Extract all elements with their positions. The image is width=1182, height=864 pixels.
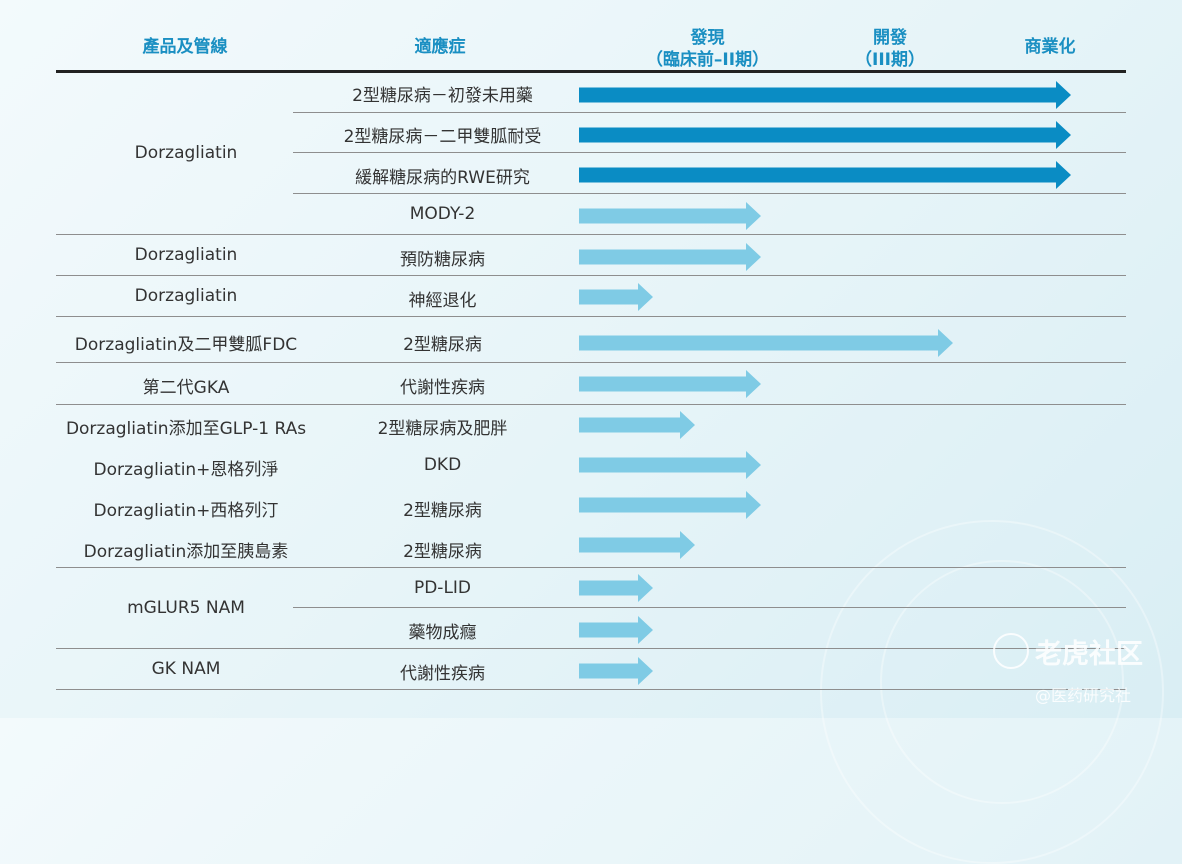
row-divider [56,234,1126,235]
progress-arrow [579,451,761,479]
progress-arrow [579,657,653,685]
indication-label: MODY-2 [409,204,476,224]
progress-arrow [579,370,761,398]
header-indication: 適應症 [414,37,466,57]
indication-label: 預防糖尿病 [400,250,485,270]
progress-arrow [579,411,695,439]
watermark-logo-icon [993,633,1029,669]
progress-arrow [579,329,953,357]
indication-label: 2型糖尿病 [403,501,482,521]
product-label: Dorzagliatin及二甲雙胍FDC [74,335,298,355]
watermark-brand: 老虎社区 [1035,639,1143,670]
product-label: mGLUR5 NAM [127,598,245,618]
progress-arrow [579,81,1071,109]
progress-arrow [579,202,761,230]
row-divider [293,152,1126,153]
indication-label: 代謝性疾病 [400,664,485,684]
indication-label: 2型糖尿病－二甲雙胍耐受 [343,127,542,147]
progress-arrow [579,121,1071,149]
product-label: Dorzagliatin [134,245,238,265]
row-divider [293,607,1126,608]
product-label: GK NAM [151,659,221,679]
indication-label: 緩解糖尿病的RWE研究 [355,168,530,188]
row-divider [293,193,1126,194]
row-divider [56,648,1126,649]
header-discovery: 發現 （臨床前–II期） [645,28,770,70]
progress-arrow [579,574,653,602]
product-label: Dorzagliatin+西格列汀 [93,501,279,521]
product-label: Dorzagliatin+恩格列淨 [93,460,279,480]
indication-label: DKD [423,455,462,475]
progress-arrow [579,283,653,311]
indication-label: 2型糖尿病及肥胖 [377,419,508,439]
progress-arrow [579,491,761,519]
row-divider [56,404,1126,405]
indication-label: 代謝性疾病 [400,378,485,398]
row-divider [56,567,1126,568]
product-label: Dorzagliatin [134,143,238,163]
row-divider [56,362,1126,363]
progress-arrow [579,161,1071,189]
header-product: 產品及管線 [142,37,228,57]
indication-label: 2型糖尿病 [403,542,482,562]
progress-arrow [579,616,653,644]
row-divider [56,275,1126,276]
indication-label: 2型糖尿病 [403,335,482,355]
header-commercial: 商業化 [1024,37,1076,57]
indication-label: PD-LID [413,578,472,598]
row-divider [293,112,1126,113]
product-label: Dorzagliatin添加至GLP-1 RAs [65,419,307,439]
product-label: 第二代GKA [142,378,230,398]
row-divider [56,316,1126,317]
progress-arrow [579,243,761,271]
indication-label: 神經退化 [408,291,477,311]
header-rule [56,70,1126,73]
product-label: Dorzagliatin [134,286,238,306]
indication-label: 2型糖尿病－初發未用藥 [352,86,533,106]
row-divider [56,689,1126,690]
header-development: 開發 （III期） [855,28,925,70]
watermark-handle: @医药研究社 [1035,686,1132,705]
product-label: Dorzagliatin添加至胰島素 [83,542,289,562]
progress-arrow [579,531,695,559]
indication-label: 藥物成癮 [408,623,477,643]
